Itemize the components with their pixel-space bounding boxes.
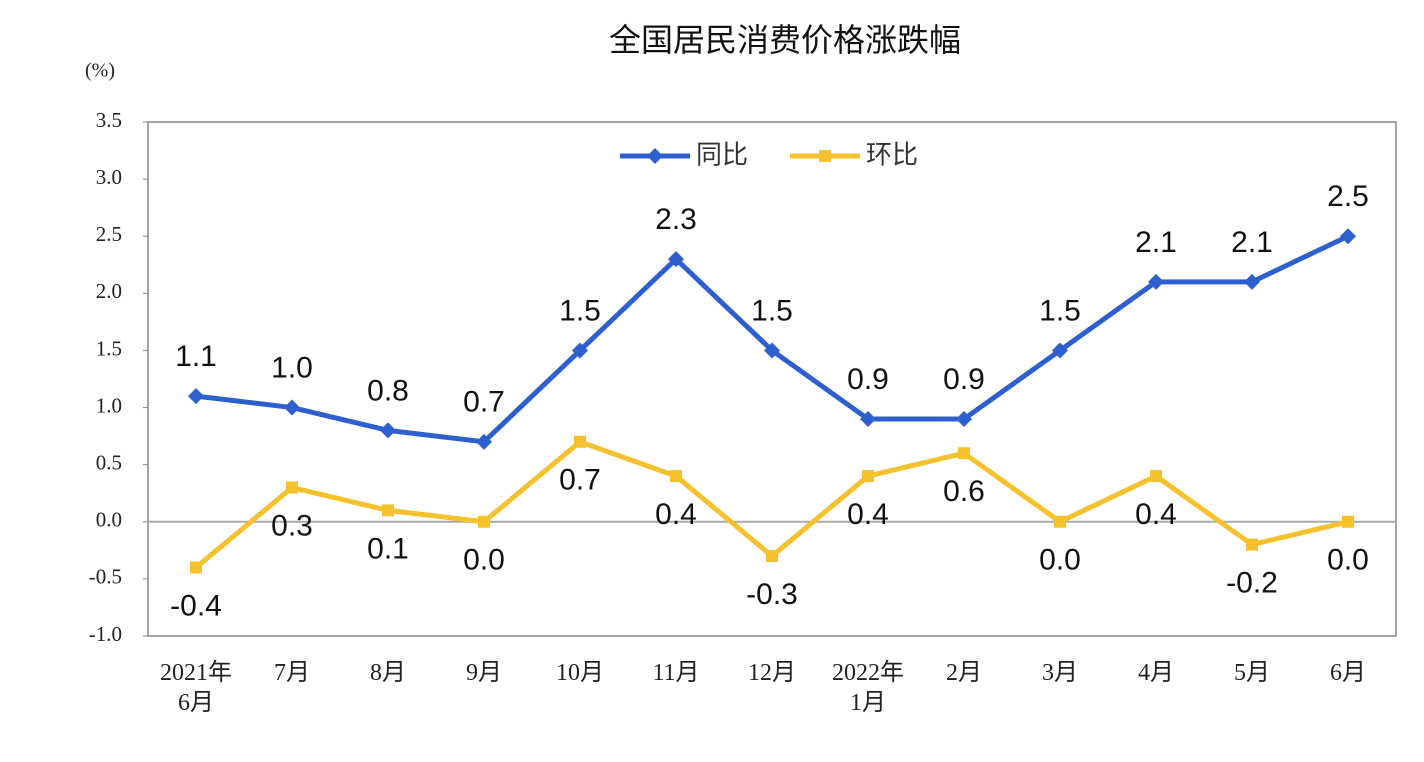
data-label: 2.1 <box>1231 226 1273 259</box>
y-tick-label: 2.5 <box>96 222 122 246</box>
y-unit: (%) <box>85 60 115 82</box>
marker <box>572 342 588 359</box>
x-tick-label: 10月 <box>556 660 604 686</box>
data-label: 0.6 <box>943 475 985 508</box>
data-label: 0.4 <box>1135 498 1177 531</box>
y-tick-label: -0.5 <box>89 565 122 589</box>
marker <box>1340 228 1356 245</box>
x-tick-label: 2月 <box>946 660 982 686</box>
data-label: 0.7 <box>559 464 601 497</box>
marker <box>1052 342 1068 359</box>
data-label: -0.2 <box>1226 567 1278 600</box>
marker <box>766 550 778 563</box>
data-label: -0.3 <box>746 578 798 611</box>
x-tick-label: 7月 <box>274 660 310 686</box>
marker <box>1148 273 1164 290</box>
x-tick-label: 12月 <box>748 660 796 686</box>
data-label: 0.1 <box>367 532 409 565</box>
marker <box>190 561 202 574</box>
data-label: 0.4 <box>655 498 697 531</box>
x-tick-label: 3月 <box>1042 660 1078 686</box>
marker <box>860 410 876 427</box>
marker <box>1342 515 1354 528</box>
data-label: 0.0 <box>463 544 505 577</box>
data-label: 0.9 <box>943 363 985 396</box>
y-tick-label: 1.5 <box>96 336 122 360</box>
data-label: 0.0 <box>1327 544 1369 577</box>
data-label: 1.5 <box>559 294 601 327</box>
data-label: 0.0 <box>1039 544 1081 577</box>
marker <box>284 399 300 416</box>
legend-label: 同比 <box>696 141 748 171</box>
x-tick-label: 5月 <box>1234 660 1270 686</box>
y-tick-label: 2.0 <box>96 279 122 303</box>
marker <box>668 251 684 268</box>
data-label: 0.4 <box>847 498 889 531</box>
x-tick-label: 8月 <box>370 660 406 686</box>
data-label: 1.1 <box>175 340 217 373</box>
marker <box>862 470 874 483</box>
data-label: 2.5 <box>1327 180 1369 213</box>
y-tick-label: 0.0 <box>96 508 122 532</box>
marker <box>188 388 204 405</box>
data-label: 2.3 <box>655 203 697 236</box>
legend-marker <box>819 150 831 162</box>
series-line <box>195 233 1350 445</box>
y-tick-label: -1.0 <box>89 622 122 646</box>
y-tick-label: 3.5 <box>96 108 122 132</box>
marker <box>764 342 780 359</box>
data-label: 0.7 <box>463 386 505 419</box>
marker <box>476 433 492 450</box>
y-tick-label: 1.0 <box>96 393 122 417</box>
x-tick-label: 2021年 6月 <box>160 660 232 716</box>
data-label: 1.0 <box>271 351 313 384</box>
marker <box>958 447 970 460</box>
marker <box>1246 538 1258 551</box>
plot-frame <box>147 121 1397 637</box>
x-tick-label: 2022年 1月 <box>832 660 904 716</box>
marker <box>382 504 394 517</box>
legend-marker <box>647 148 663 164</box>
marker <box>380 422 396 439</box>
data-label: 0.3 <box>271 509 313 542</box>
data-label: 0.8 <box>367 374 409 407</box>
marker <box>956 410 972 427</box>
marker <box>478 515 490 528</box>
x-tick-label: 6月 <box>1330 660 1366 686</box>
x-tick-label: 11月 <box>652 660 700 686</box>
data-label: -0.4 <box>170 589 222 622</box>
y-tick-label: 3.0 <box>96 165 122 189</box>
marker <box>1054 515 1066 528</box>
marker <box>286 481 298 494</box>
x-tick-label: 9月 <box>466 660 502 686</box>
legend-label: 环比 <box>866 141 918 171</box>
marker <box>670 470 682 483</box>
data-label: 2.1 <box>1135 226 1177 259</box>
data-label: 1.5 <box>1039 294 1081 327</box>
x-tick-label: 4月 <box>1138 660 1174 686</box>
data-label: 0.9 <box>847 363 889 396</box>
marker <box>574 435 586 448</box>
data-label: 1.5 <box>751 294 793 327</box>
marker <box>1150 470 1162 483</box>
chart-title: 全国居民消费价格涨跌幅 <box>609 21 961 59</box>
marker <box>1244 273 1260 290</box>
y-tick-label: 0.5 <box>96 450 122 474</box>
